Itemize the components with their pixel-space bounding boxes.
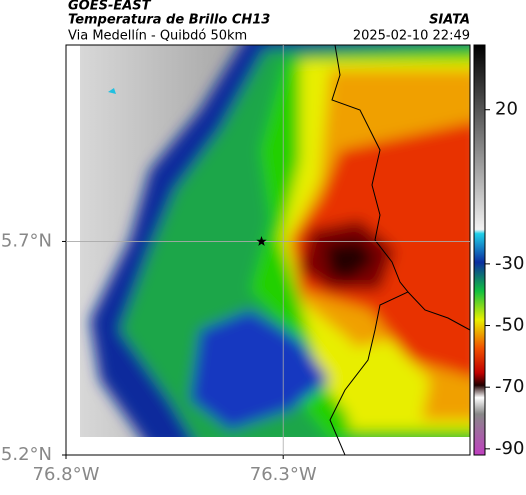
colorbar-tick-label: -30 [495,253,524,274]
colorbar [473,44,486,456]
x-tick-label: 76.3°W [250,464,317,485]
product: Temperatura de Brillo CH13 [68,13,270,28]
y-tick-label: 5.2°N [1,444,52,465]
colorbar-tick-label: -70 [495,376,524,397]
map-frame [65,44,471,456]
colorbar-tick-label: -50 [495,315,524,336]
region: Via Medellín - Quibdó 50km [68,29,247,44]
source: SIATA [429,13,470,28]
colorbar-tick-label: -90 [495,438,524,459]
borders [329,44,471,456]
y-tick-label: 5.7°N [1,230,52,251]
location-marker [256,236,267,246]
datetime: 2025-02-10 22:49 [353,29,470,44]
satellite-image [80,45,470,437]
colorbar-tick-label: 20 [495,99,518,120]
x-tick-label: 76.8°W [33,464,100,485]
satellite: GOES-EAST [68,0,152,14]
